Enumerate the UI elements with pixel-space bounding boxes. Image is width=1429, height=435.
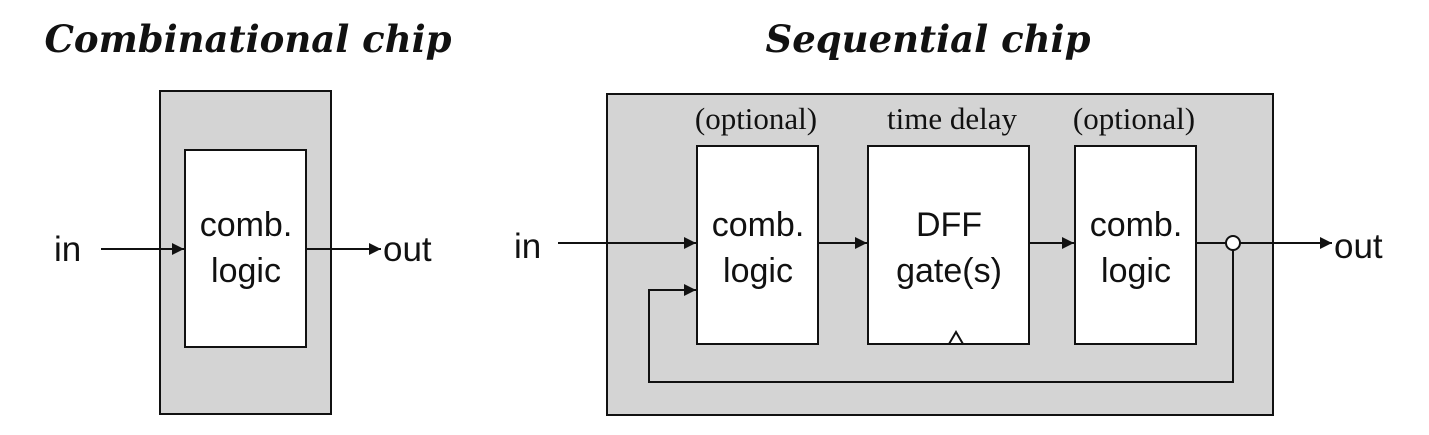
combinational-chip: Combinational chip comb. logic in out: [44, 17, 452, 415]
feedback-loop-arrow: [648, 250, 1234, 383]
dff-block: [867, 145, 1030, 345]
sequential-output-label: out: [1334, 227, 1383, 266]
sequential-input-label: in: [514, 227, 541, 266]
comb-logic-block-label-line2: logic: [211, 252, 281, 290]
sequential-chip: Sequential chip (optional) time delay (o…: [514, 17, 1383, 416]
dff-block-label-line1: DFF: [916, 206, 982, 244]
right-comb-logic-block: [1074, 145, 1197, 345]
left-comb-logic-label-line1: comb.: [712, 206, 805, 244]
clock-triangle-icon: [948, 330, 964, 345]
right-comb-logic-label-line1: comb.: [1090, 206, 1183, 244]
sequential-chip-title: Sequential chip: [766, 17, 1091, 61]
left-comb-logic-label-line2: logic: [723, 252, 793, 290]
combinational-input-label: in: [54, 230, 81, 269]
comb-logic-block: [184, 149, 307, 348]
dff-block-label-line2: gate(s): [896, 252, 1002, 290]
comb-logic-block-label-line1: comb.: [200, 206, 293, 244]
combinational-chip-title: Combinational chip: [44, 17, 451, 61]
combinational-output-label: out: [383, 230, 432, 269]
junction-node-icon: [1225, 235, 1241, 251]
left-comb-logic-block: [696, 145, 819, 345]
annotation-time-delay: time delay: [887, 101, 1017, 136]
right-comb-logic-label-line2: logic: [1101, 252, 1171, 290]
annotation-optional-left: (optional): [695, 101, 817, 136]
annotation-optional-right: (optional): [1073, 101, 1195, 136]
